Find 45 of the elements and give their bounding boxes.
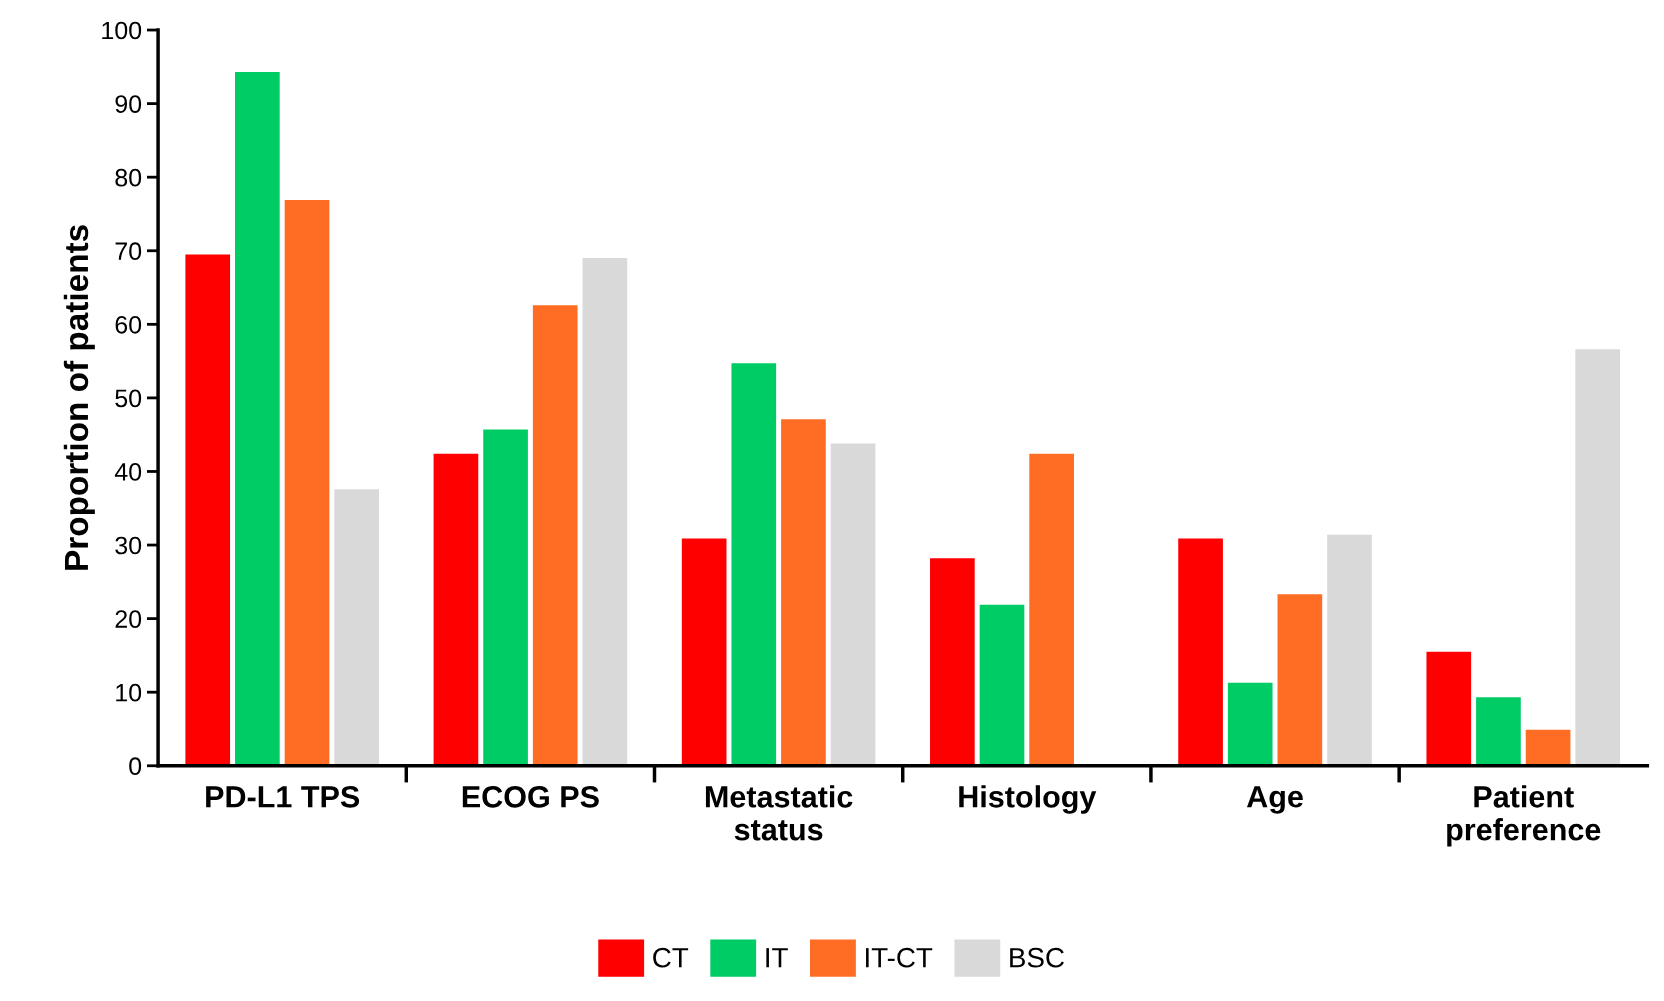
- bar: [1178, 538, 1223, 766]
- x-tick-label: PD-L1 TPS: [206, 786, 360, 808]
- y-tick-label: 0: [129, 757, 142, 776]
- bar: [532, 305, 578, 766]
- bar: [1476, 697, 1521, 766]
- y-tick-label: 10: [116, 683, 142, 702]
- bar: [433, 453, 479, 766]
- bar: [930, 558, 975, 766]
- bar: [185, 254, 231, 766]
- y-tick-label: 50: [115, 389, 142, 408]
- x-tick-label: ECOG PS: [462, 786, 599, 808]
- x-tick-label: Metastatic status: [705, 785, 853, 841]
- bar: [1327, 534, 1372, 766]
- legend-label: CT: [653, 947, 689, 968]
- legend-label: IT: [766, 948, 788, 968]
- bar: [1575, 349, 1621, 766]
- x-tick-label: Age: [1246, 786, 1303, 814]
- bar: [731, 363, 777, 766]
- y-tick-label: 90: [115, 95, 142, 113]
- y-tick-label: 60: [115, 315, 142, 334]
- y-tick-label: 20: [115, 610, 142, 628]
- x-tick-label: Histology: [959, 785, 1097, 814]
- bar: [1277, 594, 1323, 766]
- bar: [979, 604, 1025, 766]
- x-tick-label: Patient preference: [1447, 785, 1601, 847]
- y-tick-label: 80: [115, 168, 142, 187]
- bar: [1227, 682, 1273, 766]
- bar: [1426, 651, 1472, 766]
- bar: [1525, 729, 1571, 766]
- bar: [781, 419, 826, 766]
- bar: [235, 71, 280, 766]
- bar: [830, 443, 876, 766]
- legend-label: BSC: [1010, 947, 1064, 968]
- bar: [1029, 453, 1074, 766]
- bar: [483, 429, 528, 766]
- y-tick-label: 40: [114, 463, 142, 481]
- bar: [284, 199, 330, 766]
- bar: [582, 258, 628, 766]
- bar: [681, 538, 727, 766]
- legend-label: IT-CT: [866, 947, 933, 968]
- y-tick-label: 30: [115, 536, 142, 555]
- y-axis-title: Proportion of patients: [63, 225, 95, 570]
- y-tick-label: 70: [115, 242, 142, 261]
- bar: [334, 489, 379, 766]
- y-tick-label: 100: [102, 21, 142, 40]
